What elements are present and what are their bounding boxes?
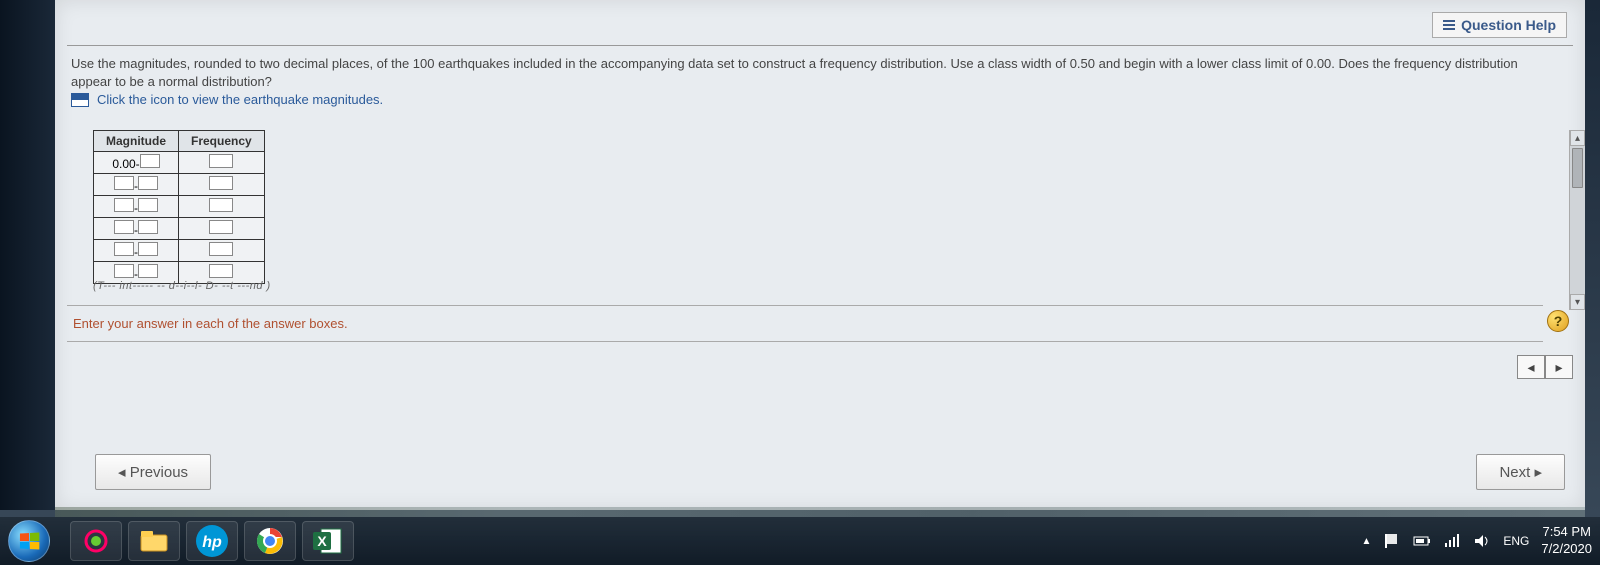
- pinwheel-icon: [82, 527, 110, 555]
- col-frequency: Frequency: [179, 131, 265, 152]
- taskbar-app-colorful[interactable]: [70, 521, 122, 561]
- magnitude-lower-input[interactable]: [114, 198, 134, 212]
- magnitude-lower-input[interactable]: [114, 220, 134, 234]
- frequency-input[interactable]: [209, 264, 233, 278]
- taskbar-chrome[interactable]: [244, 521, 296, 561]
- magnitude-lower-input[interactable]: [114, 176, 134, 190]
- frequency-input[interactable]: [209, 176, 233, 190]
- excel-icon: X: [313, 527, 343, 555]
- hp-icon: hp: [194, 523, 230, 559]
- page-nav-arrows: ◂ ▸: [1517, 355, 1573, 379]
- frequency-input[interactable]: [209, 198, 233, 212]
- input-hint-truncated: (T--- int----- -- d--i--l- D- --t ---nd …: [93, 280, 271, 292]
- frequency-cell: [179, 218, 265, 240]
- nav-button-row: ◂ Previous Next ▸: [95, 454, 1565, 490]
- svg-text:hp: hp: [202, 534, 222, 551]
- clock-date: 7/2/2020: [1541, 541, 1592, 558]
- system-tray: ▲ ENG 7:54 PM 7/2/2020: [1361, 524, 1592, 558]
- flag-icon[interactable]: [1383, 533, 1401, 549]
- table-row: 0.00-: [94, 152, 265, 174]
- magnitude-cell: 0.00-: [94, 152, 179, 174]
- question-help-label: Question Help: [1461, 17, 1556, 33]
- chrome-icon: [255, 526, 285, 556]
- previous-button[interactable]: ◂ Previous: [95, 454, 211, 490]
- frequency-cell: [179, 174, 265, 196]
- magnitude-upper-input[interactable]: [138, 242, 158, 256]
- taskbar-hp[interactable]: hp: [186, 521, 238, 561]
- magnitude-upper-input[interactable]: [138, 220, 158, 234]
- wifi-icon[interactable]: [1443, 533, 1461, 549]
- frequency-cell: [179, 196, 265, 218]
- magnitude-cell: -: [94, 218, 179, 240]
- frequency-table: Magnitude Frequency 0.00- - - -: [93, 130, 265, 284]
- tray-show-hidden-icon[interactable]: ▲: [1361, 536, 1371, 547]
- nav-arrow-left[interactable]: ◂: [1517, 355, 1545, 379]
- taskbar-file-explorer[interactable]: [128, 521, 180, 561]
- header-divider: [67, 45, 1573, 46]
- folder-icon: [139, 529, 169, 553]
- battery-icon[interactable]: [1413, 533, 1431, 549]
- magnitude-upper-input[interactable]: [138, 176, 158, 190]
- question-text: Use the magnitudes, rounded to two decim…: [71, 55, 1555, 91]
- svg-text:X: X: [317, 533, 327, 549]
- windows-logo-icon: [20, 532, 39, 549]
- row0-prefix: 0.00-: [112, 157, 139, 171]
- col-magnitude: Magnitude: [94, 131, 179, 152]
- taskbar-excel[interactable]: X: [302, 521, 354, 561]
- nav-arrow-right[interactable]: ▸: [1545, 355, 1573, 379]
- question-help-button[interactable]: Question Help: [1432, 12, 1567, 38]
- question-panel: Question Help Use the magnitudes, rounde…: [55, 0, 1585, 510]
- frequency-input[interactable]: [209, 154, 233, 168]
- pinned-apps: hp X: [70, 521, 354, 561]
- view-data-label: Click the icon to view the earthquake ma…: [97, 92, 383, 107]
- frequency-input[interactable]: [209, 220, 233, 234]
- magnitude-lower-input[interactable]: [114, 264, 134, 278]
- magnitude-cell: -: [94, 196, 179, 218]
- table-icon: [71, 93, 89, 107]
- magnitude-upper-input[interactable]: [138, 264, 158, 278]
- next-button[interactable]: Next ▸: [1476, 454, 1565, 490]
- scroll-thumb[interactable]: [1572, 148, 1583, 188]
- language-indicator[interactable]: ENG: [1503, 534, 1529, 548]
- desktop-wallpaper-strip: [55, 507, 1585, 517]
- clock[interactable]: 7:54 PM 7/2/2020: [1541, 524, 1592, 558]
- frequency-cell: [179, 152, 265, 174]
- volume-icon[interactable]: [1473, 533, 1491, 549]
- start-button[interactable]: [8, 520, 50, 562]
- help-icon[interactable]: ?: [1547, 310, 1569, 332]
- scroll-up-button[interactable]: ▴: [1570, 130, 1585, 146]
- magnitude-upper-input[interactable]: [138, 198, 158, 212]
- magnitude-cell: -: [94, 240, 179, 262]
- frequency-input[interactable]: [209, 242, 233, 256]
- table-row: -: [94, 174, 265, 196]
- table-row: -: [94, 240, 265, 262]
- desktop-left-margin: [0, 0, 55, 510]
- clock-time: 7:54 PM: [1541, 524, 1592, 541]
- list-icon: [1443, 20, 1455, 30]
- table-row: -: [94, 218, 265, 240]
- magnitude-cell: -: [94, 174, 179, 196]
- magnitude-lower-input[interactable]: [114, 242, 134, 256]
- vertical-scrollbar[interactable]: ▴ ▾: [1569, 130, 1585, 310]
- view-data-link[interactable]: Click the icon to view the earthquake ma…: [71, 92, 383, 107]
- answer-prompt: Enter your answer in each of the answer …: [67, 305, 1543, 342]
- scroll-down-button[interactable]: ▾: [1570, 294, 1585, 310]
- table-row: -: [94, 196, 265, 218]
- windows-taskbar: hp X ▲ ENG 7:54 PM 7/2/2020: [0, 517, 1600, 565]
- magnitude-upper-input[interactable]: [140, 154, 160, 168]
- frequency-cell: [179, 240, 265, 262]
